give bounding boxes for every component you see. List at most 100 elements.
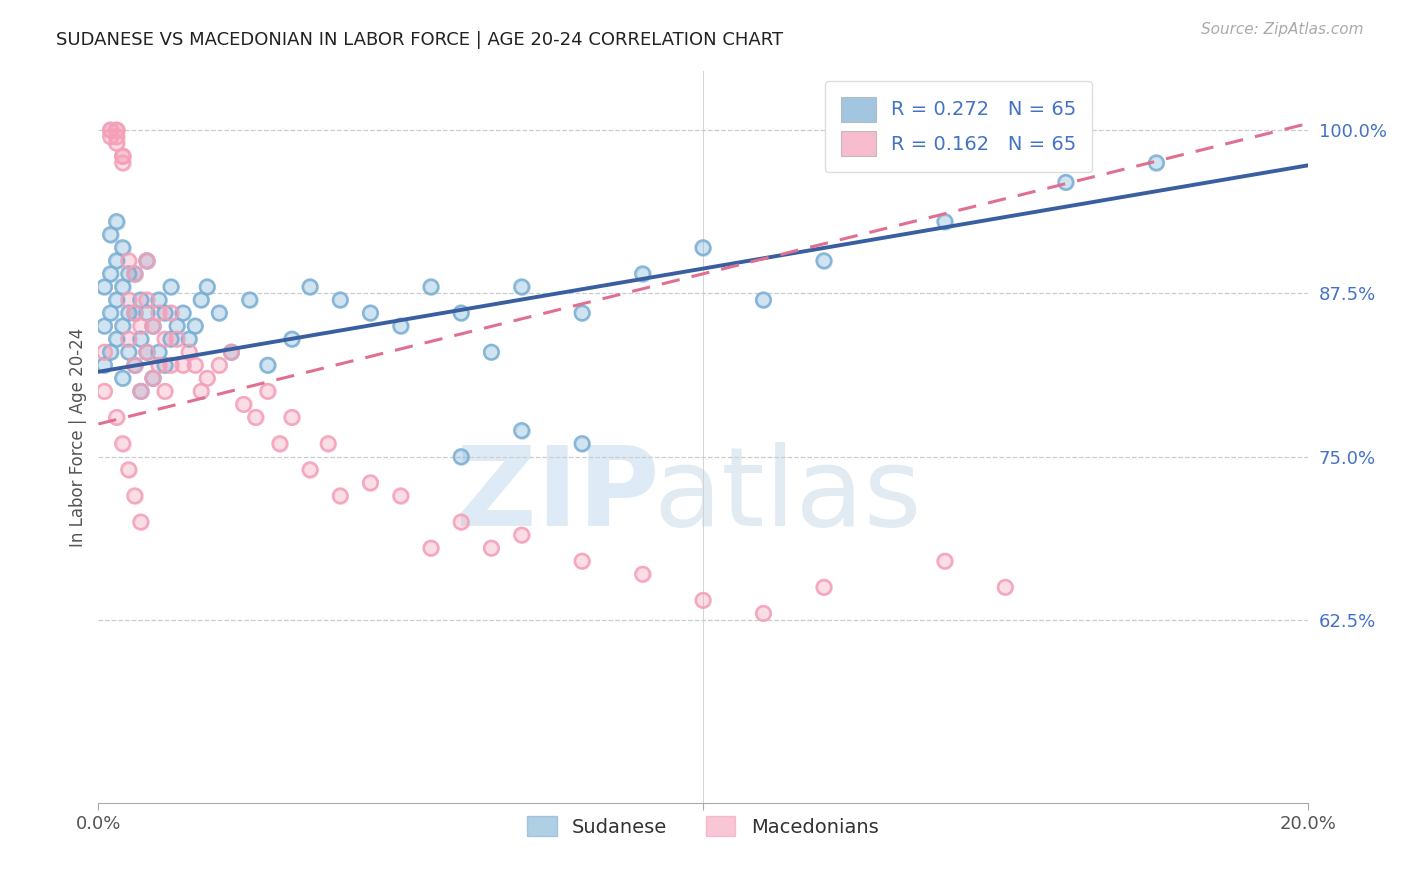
Point — [450, 306, 472, 320]
Point — [329, 293, 352, 307]
Point — [129, 384, 152, 399]
Point — [221, 345, 243, 359]
Point — [281, 410, 304, 425]
Legend: Sudanese, Macedonians: Sudanese, Macedonians — [520, 808, 886, 845]
Point — [111, 155, 134, 169]
Point — [934, 554, 956, 568]
Point — [1144, 155, 1167, 169]
Point — [692, 593, 714, 607]
Point — [195, 371, 218, 385]
Point — [153, 332, 176, 346]
Text: SUDANESE VS MACEDONIAN IN LABOR FORCE | AGE 20-24 CORRELATION CHART: SUDANESE VS MACEDONIAN IN LABOR FORCE | … — [56, 31, 783, 49]
Point — [510, 528, 533, 542]
Point — [1054, 175, 1077, 189]
Point — [93, 358, 115, 372]
Point — [281, 410, 304, 425]
Point — [111, 280, 134, 294]
Point — [245, 410, 267, 425]
Point — [124, 358, 146, 372]
Point — [105, 136, 128, 151]
Point — [105, 123, 128, 137]
Point — [153, 384, 176, 399]
Point — [111, 371, 134, 385]
Point — [269, 436, 291, 450]
Point — [93, 280, 115, 294]
Point — [232, 397, 254, 411]
Point — [934, 554, 956, 568]
Point — [179, 345, 201, 359]
Point — [172, 306, 194, 320]
Point — [100, 267, 122, 281]
Point — [124, 306, 146, 320]
Point — [93, 358, 115, 372]
Point — [93, 384, 115, 399]
Point — [450, 515, 472, 529]
Point — [135, 293, 157, 307]
Point — [329, 293, 352, 307]
Point — [190, 384, 212, 399]
Point — [692, 241, 714, 255]
Point — [360, 475, 382, 490]
Point — [100, 129, 122, 144]
Point — [100, 345, 122, 359]
Point — [299, 463, 322, 477]
Point — [135, 253, 157, 268]
Point — [148, 358, 170, 372]
Point — [111, 241, 134, 255]
Point — [105, 214, 128, 228]
Point — [148, 293, 170, 307]
Point — [118, 267, 141, 281]
Point — [105, 410, 128, 425]
Point — [160, 358, 183, 372]
Point — [752, 607, 775, 621]
Point — [153, 306, 176, 320]
Point — [135, 345, 157, 359]
Point — [360, 306, 382, 320]
Point — [105, 253, 128, 268]
Point — [571, 436, 593, 450]
Point — [111, 436, 134, 450]
Point — [631, 567, 654, 582]
Point — [172, 358, 194, 372]
Point — [160, 280, 183, 294]
Point — [256, 358, 278, 372]
Point — [208, 306, 231, 320]
Point — [129, 384, 152, 399]
Point — [184, 358, 207, 372]
Point — [111, 436, 134, 450]
Point — [129, 515, 152, 529]
Point — [179, 332, 201, 346]
Point — [124, 306, 146, 320]
Point — [111, 319, 134, 334]
Point — [111, 280, 134, 294]
Point — [111, 319, 134, 334]
Point — [571, 436, 593, 450]
Point — [813, 253, 835, 268]
Point — [481, 541, 503, 555]
Point — [105, 410, 128, 425]
Point — [105, 293, 128, 307]
Point — [281, 332, 304, 346]
Point — [172, 358, 194, 372]
Point — [208, 358, 231, 372]
Point — [135, 306, 157, 320]
Point — [100, 123, 122, 137]
Point — [124, 267, 146, 281]
Point — [111, 241, 134, 255]
Point — [100, 123, 122, 137]
Point — [179, 345, 201, 359]
Point — [221, 345, 243, 359]
Point — [481, 345, 503, 359]
Point — [450, 515, 472, 529]
Point — [160, 358, 183, 372]
Text: ZIP: ZIP — [456, 442, 659, 549]
Point — [118, 345, 141, 359]
Point — [124, 489, 146, 503]
Point — [129, 319, 152, 334]
Point — [118, 332, 141, 346]
Point — [329, 489, 352, 503]
Point — [166, 319, 188, 334]
Point — [129, 293, 152, 307]
Point — [135, 345, 157, 359]
Point — [813, 580, 835, 594]
